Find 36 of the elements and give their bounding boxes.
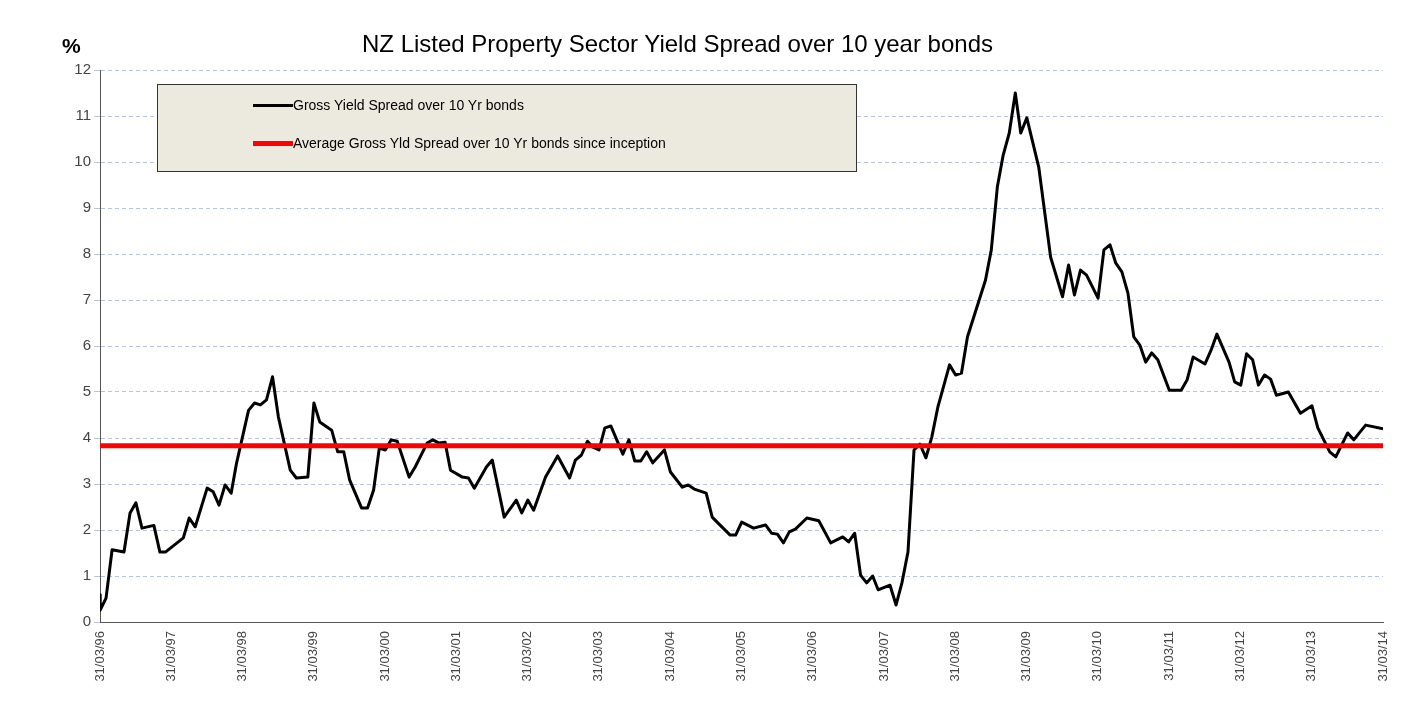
chart-title: NZ Listed Property Sector Yield Spread over 10 year bonds [361, 30, 993, 57]
x-tick-label: 31/03/01 [447, 631, 463, 682]
y-axis-title: % [62, 34, 81, 58]
y-tick-label: 7 [82, 290, 91, 308]
x-tick-label: 31/03/06 [804, 631, 820, 682]
y-tick-label: 3 [82, 474, 91, 492]
y-tick-label: 2 [82, 520, 91, 538]
y-tick-label: 4 [82, 428, 91, 446]
x-tick-label: 31/03/03 [590, 631, 606, 682]
y-tick-label: 12 [74, 60, 91, 78]
x-tick-label: 31/03/14 [1374, 631, 1390, 682]
x-tick-label: 31/03/08 [946, 631, 962, 682]
legend-label: Gross Yield Spread over 10 Yr bonds [293, 97, 524, 113]
x-tick-label: 31/03/96 [91, 631, 107, 682]
x-tick-label: 31/03/02 [519, 631, 535, 682]
y-tick-label: 9 [82, 198, 91, 216]
y-tick-label: 8 [82, 244, 91, 262]
x-tick-label: 31/03/10 [1089, 631, 1105, 682]
x-tick-label: 31/03/11 [1160, 631, 1176, 681]
y-tick-label: 1 [82, 566, 91, 584]
y-tick-label: 0 [82, 612, 91, 630]
x-tick-label: 31/03/99 [305, 631, 321, 682]
x-tick-label: 31/03/09 [1018, 631, 1034, 682]
x-tick-label: 31/03/00 [376, 631, 392, 682]
x-tick-label: 31/03/04 [661, 631, 677, 682]
y-tick-label: 6 [82, 336, 91, 354]
y-tick-label: 11 [75, 106, 91, 124]
x-tick-label: 31/03/13 [1303, 631, 1319, 682]
x-tick-label: 31/03/98 [234, 631, 250, 682]
y-tick-label: 10 [74, 152, 91, 170]
y-tick-label: 5 [82, 382, 91, 400]
x-tick-label: 31/03/12 [1232, 631, 1248, 682]
x-tick-label: 31/03/05 [733, 631, 749, 682]
legend-label: Average Gross Yld Spread over 10 Yr bonds since inception [293, 135, 666, 151]
x-tick-label: 31/03/07 [875, 631, 891, 682]
x-tick-label: 31/03/97 [162, 631, 178, 682]
